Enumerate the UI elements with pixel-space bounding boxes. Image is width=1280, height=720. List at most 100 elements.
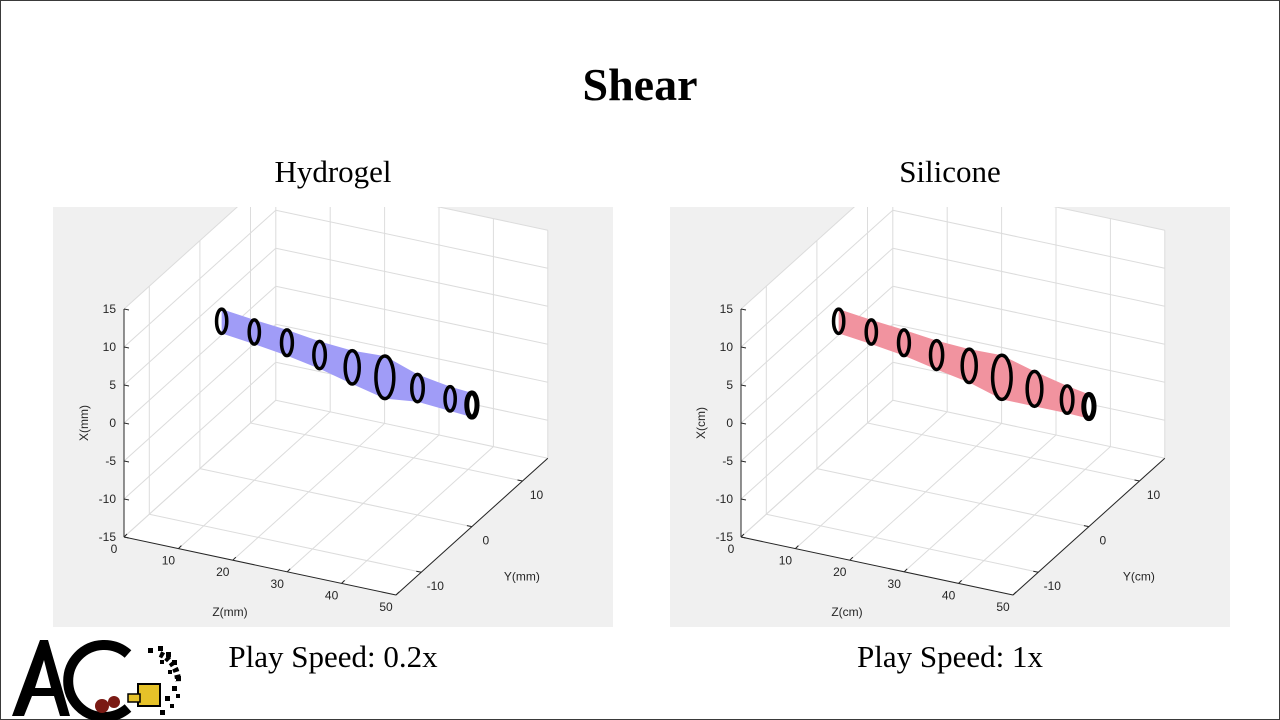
z-axis-label: Z(mm) (212, 605, 247, 619)
x-tick-mark (123, 346, 130, 349)
z-axis-label: Z(cm) (831, 605, 862, 619)
y-tick-mark (517, 479, 523, 482)
z-tick-mark (958, 580, 962, 584)
z-tick-label: 50 (996, 600, 1010, 614)
x-tick-mark (740, 346, 747, 349)
panel-title-left: Hydrogel (274, 154, 392, 189)
wall-gridline (740, 209, 894, 348)
x-tick-mark (123, 460, 130, 463)
tube-ring (864, 318, 879, 346)
x-tick-label: 5 (726, 378, 733, 392)
tube-end-ring (464, 390, 480, 420)
tube-ring (928, 338, 945, 372)
wall-gridline (892, 285, 1165, 345)
z-tick-mark (232, 556, 237, 561)
tube-end-ring (1081, 391, 1097, 422)
y-axis-label: Y(mm) (504, 570, 540, 584)
z-axis-line (740, 536, 1014, 596)
y-tick-label: 0 (1100, 534, 1107, 548)
tube-ring (896, 328, 912, 358)
z-tick-label: 50 (379, 600, 393, 614)
z-tick-label: 40 (325, 588, 339, 602)
z-tick-label: 40 (942, 588, 956, 602)
z-tick-mark (123, 533, 128, 538)
z-axis-line (123, 536, 397, 596)
floor-gridline (250, 422, 523, 482)
tube-ring (831, 307, 846, 336)
wall-gridline (275, 247, 548, 307)
wall-gridline (275, 285, 548, 345)
z-tick-mark (903, 568, 908, 573)
x-tick-mark (740, 460, 747, 463)
z-tick-label: 10 (779, 554, 793, 568)
y-tick-mark (416, 570, 422, 573)
z-tick-mark (1012, 591, 1017, 596)
wall-gridline (892, 323, 1165, 383)
tube-ring (343, 348, 361, 386)
wall-gridline (892, 399, 1165, 459)
y-tick-mark (466, 525, 472, 528)
z-tick-mark (849, 556, 854, 561)
wall-gridline (740, 247, 894, 386)
tube-ring (279, 328, 295, 358)
plot-right-svg: -15 -10 -5 0 5 10 15 0 10 20 30 40 50 -10 0 10 Z(cm) Y(cm… (670, 171, 1230, 627)
x-tick-mark (740, 308, 747, 311)
wall-gridline (740, 361, 894, 500)
x-tick-label: 0 (726, 416, 733, 430)
wall-gridline (740, 285, 894, 424)
x-tick-mark (740, 422, 747, 425)
x-tick-mark (123, 422, 130, 425)
x-tick-label: -15 (99, 530, 117, 544)
y-axis-label: Y(cm) (1123, 570, 1155, 584)
z-tick-mark (178, 545, 182, 549)
z-tick-mark (795, 545, 799, 549)
x-tick-mark (740, 536, 747, 539)
x-tick-label: -10 (716, 492, 734, 506)
wall-gridline (123, 247, 277, 386)
tube-ring (1059, 384, 1075, 416)
wall-gridline (275, 399, 548, 459)
x-tick-label: 15 (103, 302, 117, 316)
y-tick-label: -10 (427, 579, 445, 593)
x-tick-mark (123, 308, 130, 311)
floor-gridline (199, 468, 473, 528)
z-tick-mark (740, 533, 745, 538)
z-tick-label: 0 (728, 542, 735, 556)
wall-gridline (892, 209, 1165, 269)
x-tick-label: 0 (109, 416, 116, 430)
y-tick-mark (1083, 525, 1089, 528)
acs-logo (12, 640, 182, 720)
tube-ring (312, 339, 328, 371)
z-tick-mark (341, 580, 345, 584)
play-speed-right: Play Speed: 1x (857, 639, 1043, 674)
x-tick-label: -10 (99, 492, 117, 506)
plot-left: -15 -10 -5 0 5 10 15 0 10 20 30 40 50 -10 0 10 Z(mm) Y(mm… (53, 171, 613, 627)
floor-gridline (816, 468, 1090, 528)
z-tick-label: 30 (888, 577, 902, 591)
floor-gridline (867, 422, 1140, 482)
play-speed-left: Play Speed: 0.2x (228, 639, 438, 674)
y-tick-mark (1134, 479, 1140, 482)
floor-gridline (766, 513, 1039, 573)
panel-title-right: Silicone (899, 154, 1001, 189)
x-tick-mark (123, 384, 130, 387)
x-tick-label: -5 (722, 454, 733, 468)
tube-ring (247, 318, 262, 346)
wall-gridline (275, 323, 548, 383)
y-tick-mark (1033, 570, 1039, 573)
x-tick-mark (123, 536, 130, 539)
x-tick-label: 15 (720, 302, 734, 316)
wall-gridline (892, 247, 1165, 307)
x-tick-mark (740, 384, 747, 387)
wall-gridline (123, 323, 277, 462)
tube-ring (1025, 369, 1044, 409)
x-tick-label: -15 (716, 530, 734, 544)
tube-ring (990, 353, 1013, 402)
wall-gridline (740, 323, 894, 462)
tube-ring (960, 347, 978, 385)
wall-gridline (123, 209, 277, 348)
x-tick-mark (123, 498, 130, 501)
tube-ring (374, 354, 396, 401)
z-tick-label: 20 (216, 565, 230, 579)
z-tick-label: 0 (111, 542, 118, 556)
